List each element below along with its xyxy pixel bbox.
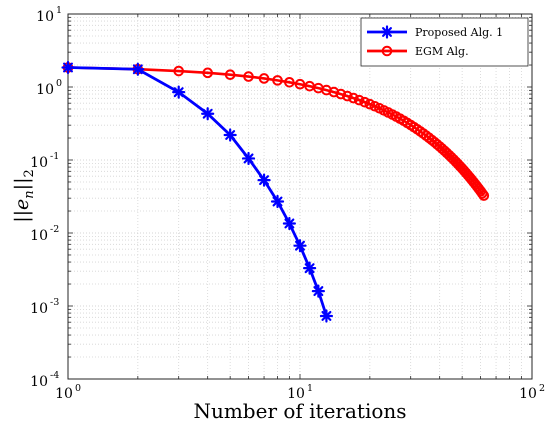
y-tick-base: 10 xyxy=(30,374,48,390)
data-point xyxy=(359,96,370,108)
legend-item: EGM Alg. xyxy=(367,45,469,58)
x-tick-label: 10 0 xyxy=(55,383,81,402)
x-tick-exponent: 1 xyxy=(307,383,313,394)
data-point xyxy=(241,151,256,166)
data-point xyxy=(353,94,365,106)
asterisk-stroke xyxy=(225,130,236,140)
y-tick-label: 10 -4 xyxy=(30,370,59,390)
legend-label: EGM Alg. xyxy=(415,45,469,58)
asterisk-stroke xyxy=(173,87,184,98)
y-tick-exponent: 0 xyxy=(56,78,62,89)
data-point xyxy=(202,67,213,79)
y-tick-exponent: -3 xyxy=(50,297,59,308)
data-point xyxy=(223,128,237,142)
data-point xyxy=(270,194,285,209)
asterisk-stroke xyxy=(259,175,270,186)
y-axis-label-text: ||en||2 xyxy=(11,169,37,223)
x-tick-label: 10 1 xyxy=(287,383,313,402)
y-tick-base: 10 xyxy=(36,9,54,25)
series-egm xyxy=(62,62,490,201)
data-point xyxy=(294,78,306,90)
asterisk-stroke xyxy=(295,240,305,251)
asterisk-stroke xyxy=(321,310,332,321)
data-point xyxy=(303,261,317,275)
data-point xyxy=(172,85,186,99)
asterisk-stroke xyxy=(313,286,324,297)
x-tick-base: 10 xyxy=(519,386,537,402)
legend-item: Proposed Alg. 1 xyxy=(367,25,503,39)
y-tick-exponent: 1 xyxy=(56,5,62,16)
x-tick-exponent: 2 xyxy=(539,383,545,394)
y-tick-label: 10 0 xyxy=(36,78,62,98)
data-point xyxy=(272,75,283,86)
axes-frame xyxy=(67,13,533,380)
y-tick-label: 10 -3 xyxy=(30,297,59,317)
x-tick-base: 10 xyxy=(55,386,73,402)
data-point xyxy=(61,60,75,75)
data-point xyxy=(380,25,394,39)
data-point xyxy=(293,239,307,253)
asterisk-stroke xyxy=(202,108,213,119)
asterisk-stroke xyxy=(304,263,315,274)
y-tick-exponent: -1 xyxy=(50,151,59,162)
y-tick-label: 10 -1 xyxy=(30,151,59,171)
series-line-egm xyxy=(67,66,485,197)
data-point xyxy=(364,98,376,110)
tick-labels: 10 0 10 1 10 210 -410 -310 -210 -110 010 1 xyxy=(30,5,545,402)
y-tick-exponent: -4 xyxy=(50,370,59,381)
x-tick-exponent: 0 xyxy=(75,383,81,394)
x-tick-base: 10 xyxy=(287,386,305,402)
legend-label: Proposed Alg. 1 xyxy=(415,26,503,39)
x-axis-label: Number of iterations xyxy=(193,399,406,423)
data-point xyxy=(342,90,353,102)
y-tick-exponent: -2 xyxy=(50,224,59,235)
data-point xyxy=(131,62,145,76)
data-point xyxy=(348,92,359,104)
y-axis-label: ||en||2 xyxy=(11,169,37,223)
asterisk-stroke xyxy=(272,196,283,207)
legend: Proposed Alg. 1 EGM Alg. xyxy=(360,17,529,67)
y-tick-base: 10 xyxy=(36,82,54,98)
asterisk-stroke xyxy=(284,218,295,229)
data-point xyxy=(319,309,334,323)
series-proposed xyxy=(61,60,334,323)
asterisk-stroke xyxy=(63,62,73,73)
data-point xyxy=(335,88,347,100)
data-point xyxy=(284,76,295,88)
y-tick-base: 10 xyxy=(30,228,48,244)
asterisk-stroke xyxy=(382,27,392,37)
asterisk-stroke xyxy=(132,64,143,75)
data-point xyxy=(282,216,296,231)
y-tick-base: 10 xyxy=(30,301,48,317)
x-tick-label: 10 2 xyxy=(519,383,545,402)
series-layer xyxy=(61,60,490,323)
data-point xyxy=(201,107,215,121)
data-point xyxy=(224,69,236,80)
data-point xyxy=(381,45,393,57)
data-point xyxy=(257,173,271,187)
y-tick-label: 10 -2 xyxy=(30,224,59,244)
data-point xyxy=(328,86,340,98)
data-point xyxy=(243,71,254,82)
y-tick-label: 10 1 xyxy=(36,5,62,25)
asterisk-stroke xyxy=(243,153,254,164)
data-point xyxy=(173,65,184,77)
series-line-proposed xyxy=(67,66,328,317)
data-point xyxy=(258,73,270,84)
data-point xyxy=(311,284,325,298)
data-point xyxy=(478,190,490,201)
y-tick-base: 10 xyxy=(30,155,48,171)
legend-box xyxy=(360,17,529,67)
